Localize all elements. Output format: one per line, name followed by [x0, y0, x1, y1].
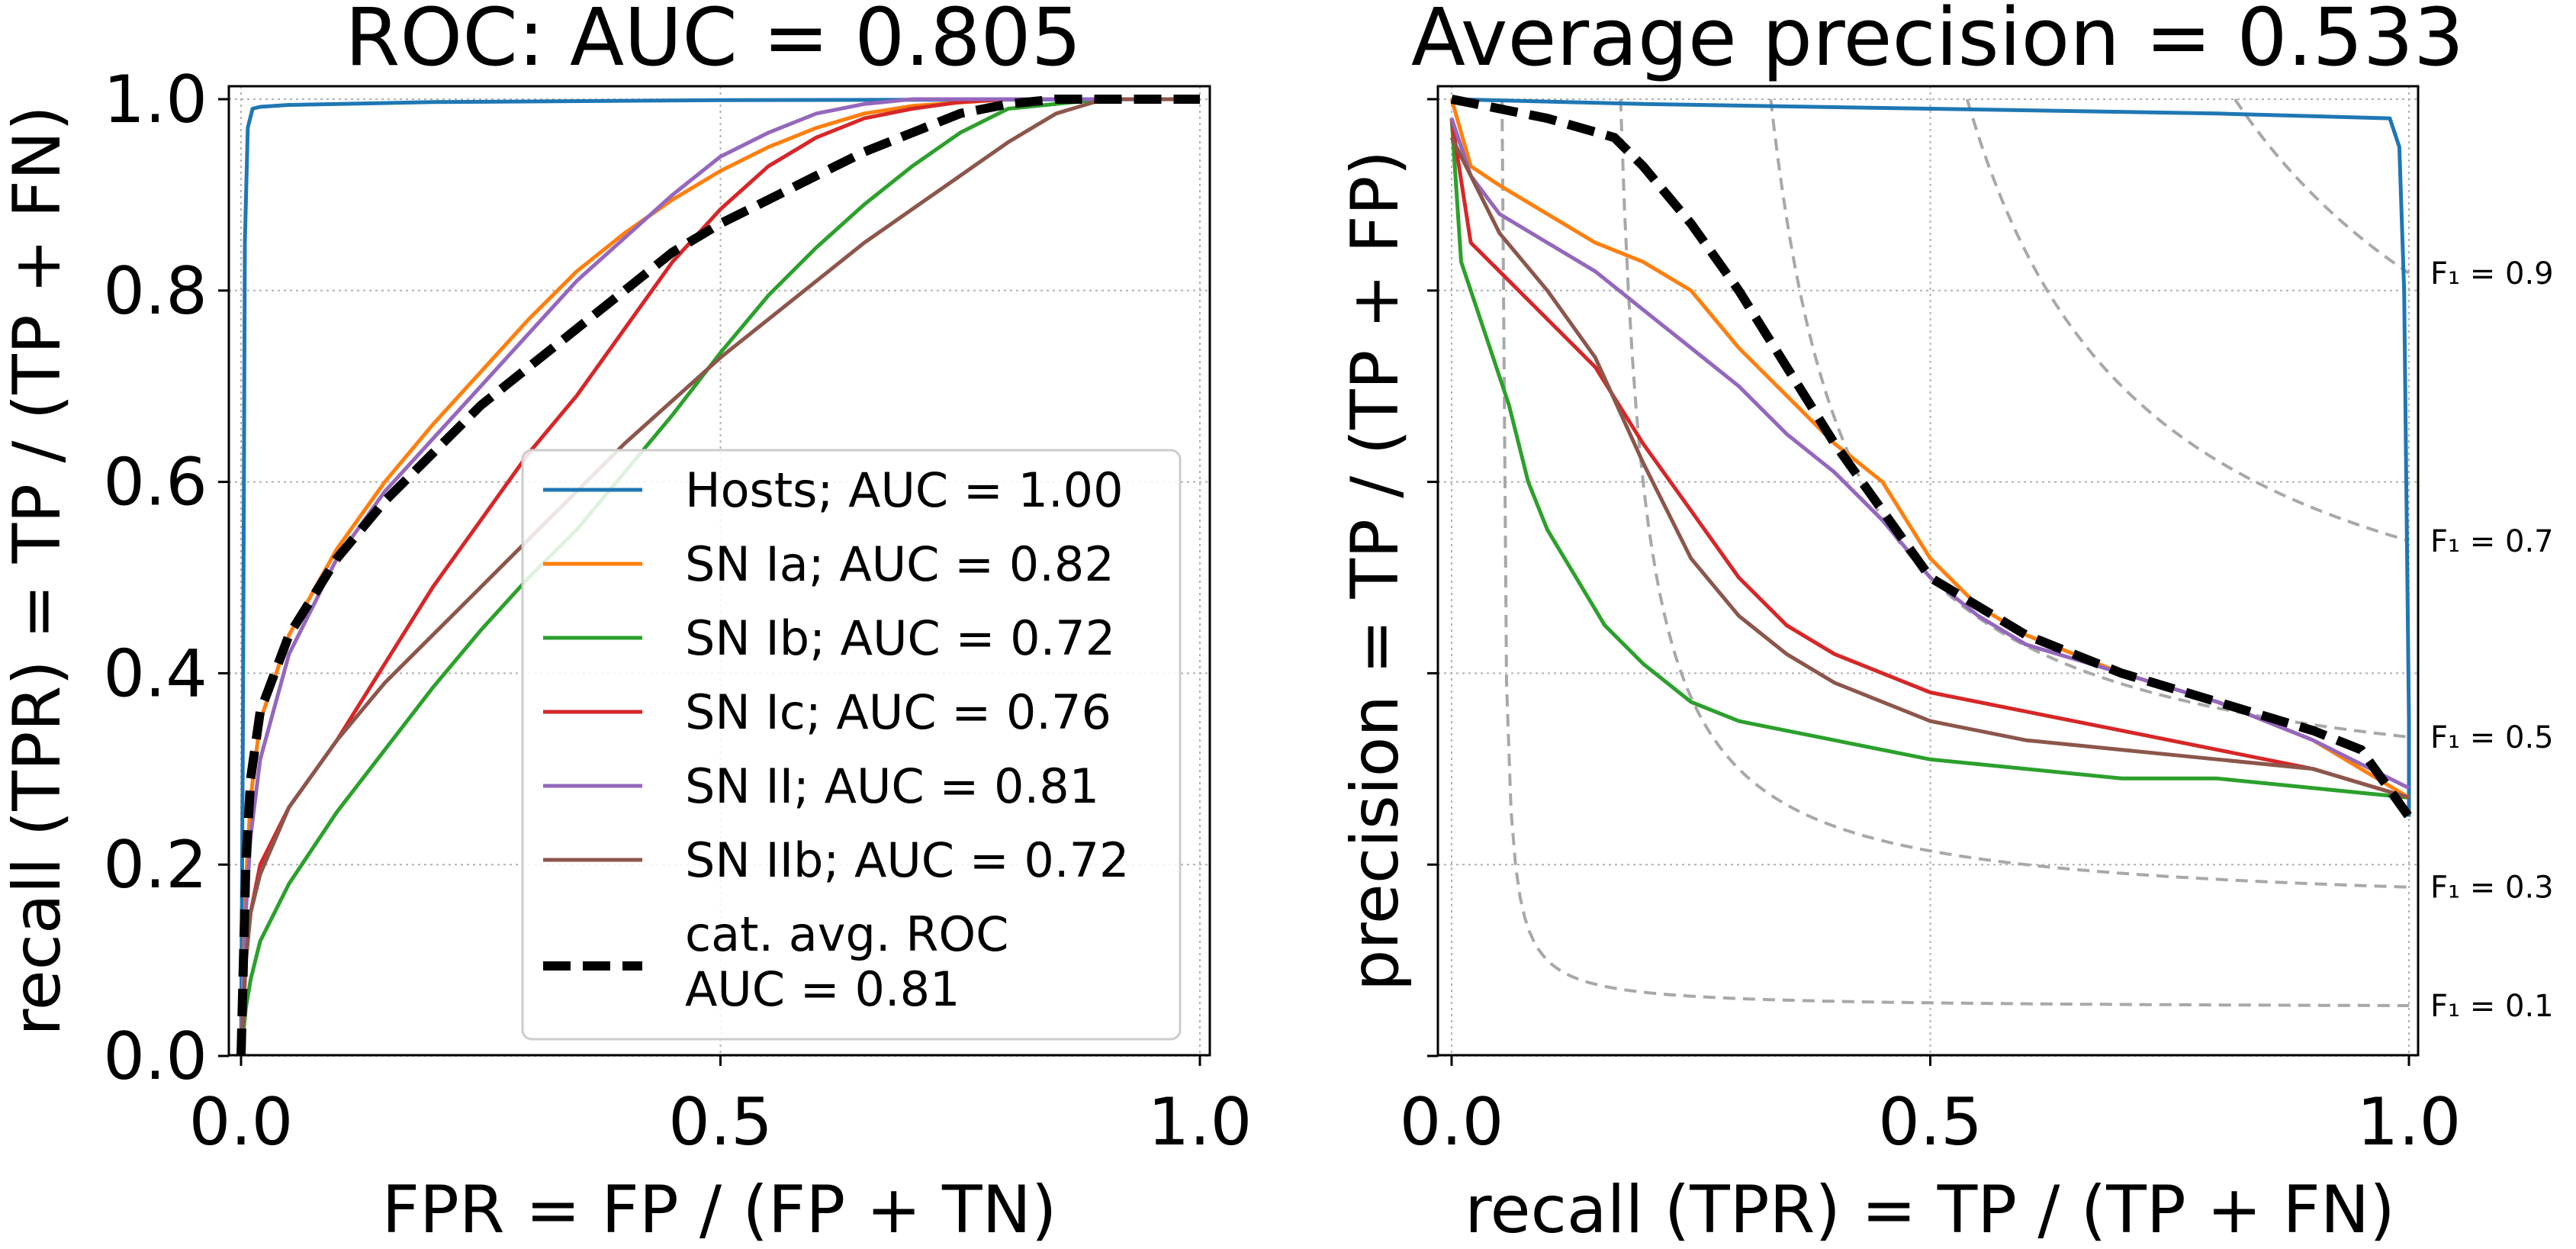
- roc-panel: ROC: AUC = 0.805 0.0 0.5 1.00.00.20.40.60.…: [0, 0, 1252, 1248]
- pr-xtick-label-2: 1.0: [2357, 1084, 2462, 1160]
- legend-label-3: SN Ic; AUC = 0.76: [685, 684, 1111, 740]
- pr-series-4: [1449, 117, 2410, 790]
- pr-plot-frame: [1436, 85, 2420, 1057]
- iso-f1-labels: F₁ = 0.1 F₁ = 0.3 F₁ = 0.5 F₁ = 0.7 F₁ = 0.9: [2430, 256, 2554, 1024]
- roc-ytick-label-2: 0.4: [103, 636, 207, 712]
- pr-xlabel: recall (TPR) = TP / (TP + FN): [1465, 1172, 2395, 1248]
- pr-panel: Average precision = 0.533 0.0 0.5 1.0 F₁ =…: [1337, 0, 2554, 1248]
- iso-f1-curve-0: [1500, 98, 2409, 1007]
- roc-xtick-label-2: 1.0: [1148, 1084, 1253, 1160]
- iso-f1-curve-1: [1619, 98, 2410, 889]
- iso-f1-label-0: F₁ = 0.1: [2430, 989, 2554, 1024]
- roc-ytick-label-0: 0.0: [103, 1019, 207, 1095]
- roc-ylabel: recall (TPR) = TP / (TP + FN): [0, 105, 76, 1036]
- roc-xlabel: FPR = FP / (FP + TN): [382, 1172, 1057, 1248]
- roc-series-group: [236, 95, 1201, 1057]
- iso-f1-curve-4: [2233, 98, 2410, 275]
- roc-series-0: [239, 97, 1201, 1057]
- roc-ytick-label-3: 0.6: [103, 445, 207, 521]
- roc-ytick-label-4: 0.8: [103, 253, 207, 330]
- roc-series-5: [239, 97, 1200, 1057]
- pr-series-6: [1450, 95, 2413, 819]
- roc-title: ROC: AUC = 0.805: [345, 0, 1082, 84]
- roc-ytick-label-1: 0.2: [103, 827, 207, 903]
- legend-label-0: Hosts; AUC = 1.00: [685, 462, 1124, 518]
- pr-series-5: [1449, 137, 2410, 800]
- legend-label-1: SN Ia; AUC = 0.82: [685, 536, 1114, 592]
- roc-xtick-label-1: 0.5: [668, 1084, 773, 1160]
- roc-xtick-label-0: 0.0: [189, 1084, 294, 1160]
- roc-legend: Hosts; AUC = 1.00 SN Ia; AUC = 0.82 SN Ib;…: [521, 449, 1182, 1041]
- pr-series-group: [1449, 95, 2413, 819]
- legend-box: [521, 449, 1182, 1041]
- legend-label-2: SN Ib; AUC = 0.72: [685, 610, 1115, 666]
- iso-f1-curves: [1500, 98, 2410, 1007]
- pr-ylabel: precision = TP / (TP + FP): [1337, 150, 1413, 991]
- pr-series-2: [1449, 117, 2410, 800]
- roc-ticks: 0.0 0.5 1.0 0.0 0.2 0.4 0.6 0.8 1.0: [103, 62, 1252, 1160]
- pr-series-3: [1449, 117, 2410, 800]
- iso-f1-label-4: F₁ = 0.9: [2430, 256, 2554, 291]
- iso-f1-curve-3: [1965, 98, 2410, 542]
- pr-title: Average precision = 0.533: [1411, 0, 2464, 84]
- roc-series-4: [239, 97, 1200, 1057]
- iso-f1-label-3: F₁ = 0.7: [2430, 524, 2554, 559]
- legend-label-5: SN IIb; AUC = 0.72: [685, 832, 1129, 888]
- legend-items: Hosts; AUC = 1.00 SN Ia; AUC = 0.82 SN Ib;…: [543, 462, 1129, 1017]
- legend-label-6-1: AUC = 0.81: [685, 961, 960, 1017]
- roc-ytick-label-5: 1.0: [103, 62, 207, 138]
- pr-ticks: 0.0 0.5 1.0: [1400, 98, 2462, 1160]
- legend-label-6-0: cat. avg. ROC: [685, 906, 1008, 962]
- pr-grid: [1438, 86, 2418, 1057]
- pr-xtick-label-0: 0.0: [1400, 1084, 1504, 1160]
- iso-f1-label-2: F₁ = 0.5: [2430, 720, 2554, 755]
- iso-f1-label-1: F₁ = 0.3: [2430, 871, 2554, 906]
- roc-series-6: [236, 95, 1200, 1057]
- pr-series-0: [1451, 97, 2411, 817]
- legend-label-4: SN II; AUC = 0.81: [685, 758, 1099, 814]
- pr-xtick-label-1: 0.5: [1878, 1084, 1983, 1160]
